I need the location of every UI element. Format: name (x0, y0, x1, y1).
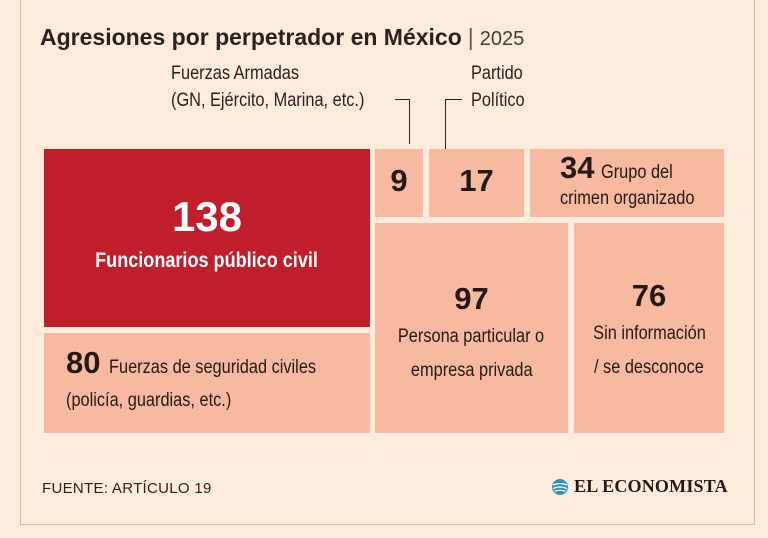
tile-persona-value: 97 (454, 281, 489, 316)
chart-title: Agresiones por perpetrador en México | 202… (40, 24, 524, 51)
tile-funcionarios: 138 Funcionarios público civil (44, 149, 370, 327)
tile-sin-informacion-label-line2: / se desconoce (594, 357, 704, 378)
tile-fuerzas-seguridad-label-line2: (policía, guardias, etc.) (66, 390, 232, 411)
tile-sin-informacion-value: 76 (631, 278, 667, 313)
tile-persona-particular: 97 Persona particular o empresa privada (375, 223, 568, 433)
annotation-partido-line1: Partido (471, 63, 523, 84)
brand-logo: EL ECONOMISTA (551, 476, 728, 497)
tile-crimen-value: 34 (560, 150, 595, 185)
tile-persona-label-line1: Persona particular o (398, 326, 545, 347)
leader-line-fuerzas-armadas (395, 99, 410, 144)
tile-crimen-organizado: 34 Grupo del crimen organizado (530, 149, 724, 217)
tile-fuerzas-seguridad-label-line1: Fuerzas de seguridad civiles (108, 357, 317, 378)
title-separator: | (467, 24, 474, 50)
tile-sin-informacion-label-line1: Sin información (592, 323, 706, 344)
source-note: FUENTE: ARTÍCULO 19 (42, 480, 212, 497)
brand-name: EL ECONOMISTA (574, 476, 728, 496)
tile-funcionarios-label: Funcionarios público civil (95, 249, 319, 272)
annotation-fuerzas-armadas-line1: Fuerzas Armadas (171, 63, 300, 84)
tile-crimen-label-line1: Grupo del (600, 162, 673, 183)
tile-partido-value: 17 (459, 163, 494, 198)
leader-line-partido (445, 99, 462, 156)
card-frame (20, 0, 755, 525)
title-year: 2025 (479, 28, 525, 50)
tile-fuerzas-seguridad: 80 Fuerzas de seguridad civiles (policía… (44, 333, 370, 433)
tile-crimen-label-line2: crimen organizado (560, 188, 695, 209)
tile-persona-label-line2: empresa privada (410, 360, 533, 381)
title-text: Agresiones por perpetrador en México (40, 24, 462, 50)
annotation-partido-line2: Político (471, 90, 525, 111)
tile-fuerzas-seguridad-value: 80 (66, 345, 101, 380)
tile-sin-informacion: 76 Sin información / se desconoce (574, 223, 724, 433)
tile-fuerzas-armadas-value: 9 (390, 163, 408, 198)
annotation-partido: Partido Político (471, 60, 525, 114)
brand-globe-icon (552, 478, 568, 495)
tile-partido: 17 (429, 149, 524, 217)
tile-funcionarios-value: 138 (171, 193, 243, 240)
annotation-fuerzas-armadas-line2: (GN, Ejército, Marina, etc.) (171, 90, 365, 111)
annotation-fuerzas-armadas: Fuerzas Armadas (GN, Ejército, Marina, e… (171, 60, 364, 114)
tile-fuerzas-armadas: 9 (375, 149, 423, 217)
